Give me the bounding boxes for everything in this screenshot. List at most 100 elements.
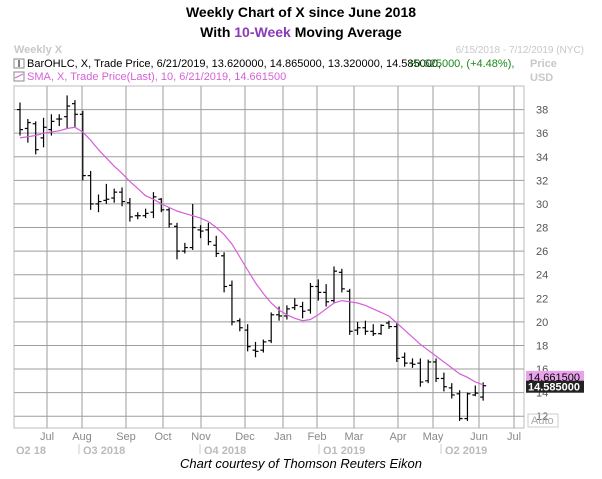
ohlc-bar bbox=[32, 121, 39, 155]
legend-ohlc-text: BarOHLC, X, Trade Price, 6/21/2019, 13.6… bbox=[27, 58, 441, 70]
ohlc-bar bbox=[440, 372, 447, 392]
ohlc-bar bbox=[150, 192, 157, 219]
y-tick-label: 36 bbox=[536, 128, 548, 140]
ohlc-bar bbox=[213, 235, 220, 257]
auto-scale-label[interactable]: Auto bbox=[531, 415, 554, 427]
ohlc-bar bbox=[71, 100, 78, 128]
ohlc-bar bbox=[17, 102, 23, 136]
x-tick-label: Apr bbox=[389, 431, 406, 443]
quarter-label: Q3 2018 bbox=[83, 445, 125, 454]
ohlc-bar bbox=[134, 212, 141, 220]
x-tick-label: May bbox=[423, 431, 444, 443]
ohlc-bar bbox=[433, 358, 440, 383]
ohlc-bar bbox=[362, 320, 369, 335]
ohlc-bar bbox=[221, 252, 228, 293]
close-value-tag-label: 14.585000 bbox=[528, 382, 580, 394]
ohlc-bar bbox=[480, 382, 487, 401]
ohlc-bar bbox=[228, 280, 235, 326]
x-tick-label: Sep bbox=[116, 431, 136, 443]
ohlc-bar bbox=[385, 320, 392, 329]
ohlc-bar bbox=[268, 312, 275, 344]
ohlc-bar bbox=[166, 207, 173, 228]
y-tick-label: 38 bbox=[536, 105, 548, 117]
ohlc-bar bbox=[346, 288, 353, 335]
x-tick-label: Aug bbox=[72, 431, 92, 443]
ohlc-bar bbox=[425, 359, 432, 384]
ohlc-bar bbox=[103, 183, 110, 204]
quarter-label: Q4 2018 bbox=[204, 445, 246, 454]
y-tick-label: 34 bbox=[536, 152, 548, 164]
y-tick-label: 22 bbox=[536, 293, 548, 305]
x-tick-label: Feb bbox=[308, 431, 327, 443]
ohlc-bar bbox=[448, 383, 455, 399]
currency-label: USD bbox=[530, 72, 553, 84]
sma-line bbox=[19, 126, 484, 386]
x-tick-label: Oct bbox=[154, 431, 171, 443]
ohlc-bar bbox=[40, 117, 47, 148]
ohlc-bar bbox=[283, 305, 290, 320]
ohlc-bar bbox=[456, 390, 463, 421]
legend: BarOHLC, X, Trade Price, 6/21/2019, 13.6… bbox=[13, 58, 514, 83]
ohlc-bar bbox=[174, 222, 180, 260]
ohlc-bar bbox=[64, 95, 71, 129]
x-tick-label: Jan bbox=[274, 431, 292, 443]
ohlc-bar bbox=[142, 208, 149, 219]
quarter-label: Q2 18 bbox=[16, 445, 46, 454]
ohlc-bar bbox=[252, 341, 259, 358]
ohlc-bar bbox=[472, 385, 479, 397]
quarter-label: Q2 2019 bbox=[445, 445, 487, 454]
chart-panel: Weekly X 6/15/2018 - 7/12/2019 (NYC) Pri… bbox=[0, 40, 602, 454]
ohlc-bar bbox=[323, 284, 330, 307]
ohlc-bar bbox=[126, 198, 133, 222]
x-tick-label: Jul bbox=[507, 431, 521, 443]
auto-scale-button[interactable] bbox=[527, 413, 559, 428]
sma-value-tag bbox=[526, 370, 584, 383]
ohlc-bar bbox=[244, 324, 251, 352]
subtitle-highlight: 10-Week bbox=[234, 24, 291, 40]
ohlc-bar bbox=[401, 352, 408, 367]
ohlc-bar bbox=[260, 339, 267, 353]
plot-frame bbox=[13, 85, 525, 429]
ohlc-bar bbox=[370, 324, 377, 337]
ohlc-bar bbox=[315, 279, 322, 301]
price-label: Price bbox=[530, 58, 557, 70]
ohlc-bar bbox=[236, 318, 243, 332]
x-tick-label: Dec bbox=[235, 431, 255, 443]
panel-name: Weekly X bbox=[14, 44, 63, 56]
ohlc-bar bbox=[338, 268, 345, 293]
close-value-tag bbox=[526, 380, 584, 393]
chart-title: Weekly Chart of X since June 2018 bbox=[185, 4, 417, 20]
y-tick-label: 18 bbox=[536, 340, 548, 352]
y-tick-label: 32 bbox=[536, 175, 548, 187]
x-tick-label: Jun bbox=[470, 431, 488, 443]
y-tick-label: 24 bbox=[536, 270, 548, 282]
x-tick-label: Mar bbox=[345, 431, 364, 443]
y-tick-label: 28 bbox=[536, 223, 548, 235]
ohlc-bar bbox=[409, 358, 416, 368]
ohlc-bar bbox=[79, 110, 86, 181]
panel-background bbox=[0, 40, 602, 454]
ohlc-bar bbox=[354, 321, 361, 335]
legend-sma-text: SMA, X, Trade Price(Last), 10, 6/21/2019… bbox=[27, 71, 286, 83]
x-tick-label: Nov bbox=[191, 431, 211, 443]
chart-subtitle: With 10-Week Moving Average bbox=[0, 24, 602, 40]
y-tick-label: 26 bbox=[536, 246, 548, 258]
chart-caption: Chart courtesy of Thomson Reuters Eikon bbox=[179, 456, 423, 471]
ohlc-bar bbox=[189, 203, 196, 250]
ohlc-bar bbox=[276, 306, 283, 321]
subtitle-prefix: With bbox=[200, 24, 235, 40]
ohlc-bar bbox=[119, 187, 126, 207]
ohlc-bar bbox=[24, 119, 31, 143]
ohlc-bar bbox=[331, 266, 337, 303]
legend-ohlc-change: +0.625000, (+4.48%), bbox=[408, 58, 514, 70]
subtitle-suffix: Moving Average bbox=[290, 24, 402, 40]
ohlc-bar bbox=[417, 358, 424, 387]
ohlc-bar bbox=[111, 188, 118, 203]
x-tick-label: Jul bbox=[40, 431, 54, 443]
ohlc-bar bbox=[56, 114, 63, 127]
ohlc-bar bbox=[464, 392, 471, 421]
ohlc-bar bbox=[291, 298, 298, 311]
y-tick-label: 20 bbox=[536, 317, 548, 329]
ohlc-bar bbox=[307, 282, 314, 314]
